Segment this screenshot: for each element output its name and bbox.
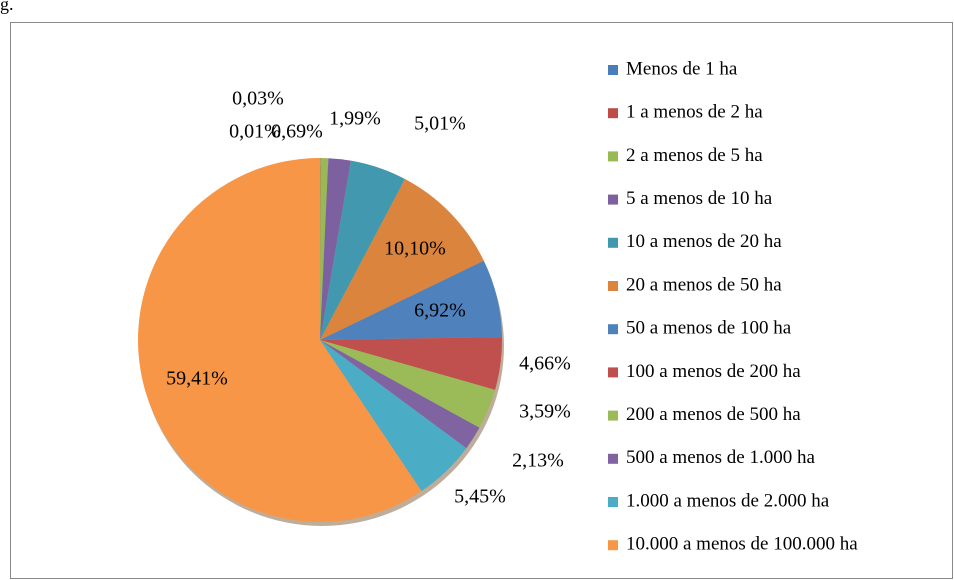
pie-slice bbox=[320, 158, 329, 340]
data-label: 59,41% bbox=[166, 368, 228, 390]
legend-label: 10 a menos de 20 ha bbox=[626, 231, 782, 252]
legend-swatch bbox=[608, 367, 618, 378]
pie-slice bbox=[320, 179, 484, 340]
legend-swatch bbox=[608, 540, 618, 551]
pie-slice bbox=[138, 158, 422, 522]
data-label: 10,10% bbox=[384, 238, 446, 260]
data-label: 5,45% bbox=[454, 486, 506, 508]
legend-swatch bbox=[608, 151, 618, 162]
pie-slice bbox=[320, 340, 496, 428]
legend-label: 500 a menos de 1.000 ha bbox=[626, 447, 815, 468]
legend-label: 200 a menos de 500 ha bbox=[626, 404, 801, 425]
pie-slice bbox=[320, 160, 405, 340]
legend-label: 100 a menos de 200 ha bbox=[626, 361, 801, 382]
legend-label: 2 a menos de 5 ha bbox=[626, 145, 763, 166]
legend-swatch bbox=[608, 194, 618, 205]
legend-swatch bbox=[608, 281, 618, 291]
data-label: 6,92% bbox=[414, 300, 466, 322]
legend-label: 1.000 a menos de 2.000 ha bbox=[626, 490, 830, 511]
data-label: 2,13% bbox=[512, 450, 564, 472]
legend-label: 20 a menos de 50 ha bbox=[626, 274, 782, 295]
pie-slice bbox=[320, 260, 502, 340]
legend-label: 5 a menos de 10 ha bbox=[626, 188, 773, 209]
data-label: 5,01% bbox=[414, 113, 466, 135]
data-label: 4,66% bbox=[519, 353, 571, 375]
data-label: 3,59% bbox=[519, 401, 571, 423]
pie-slice bbox=[320, 337, 502, 390]
legend-label: 50 a menos de 100 ha bbox=[626, 318, 792, 339]
legend-swatch bbox=[608, 237, 618, 248]
pie-slice bbox=[320, 158, 351, 340]
legend-swatch bbox=[608, 497, 618, 507]
legend-label: Menos de 1 ha bbox=[626, 58, 738, 79]
legend-swatch bbox=[608, 65, 618, 75]
legend-swatch bbox=[608, 453, 618, 464]
caption: g. bbox=[0, 0, 14, 14]
data-label: 1,99% bbox=[329, 108, 381, 130]
legend-label: 1 a menos de 2 ha bbox=[626, 102, 763, 123]
legend-label: 10.000 a menos de 100.000 ha bbox=[626, 534, 858, 555]
legend-swatch bbox=[608, 324, 618, 335]
pie-slice bbox=[320, 340, 480, 449]
legend-swatch bbox=[608, 108, 618, 119]
legend-swatch bbox=[608, 410, 618, 421]
data-label: 0,03% bbox=[232, 88, 284, 110]
data-label: 0,01% bbox=[229, 121, 281, 143]
data-label: 0,69% bbox=[271, 121, 323, 143]
pie-slice bbox=[320, 340, 467, 492]
